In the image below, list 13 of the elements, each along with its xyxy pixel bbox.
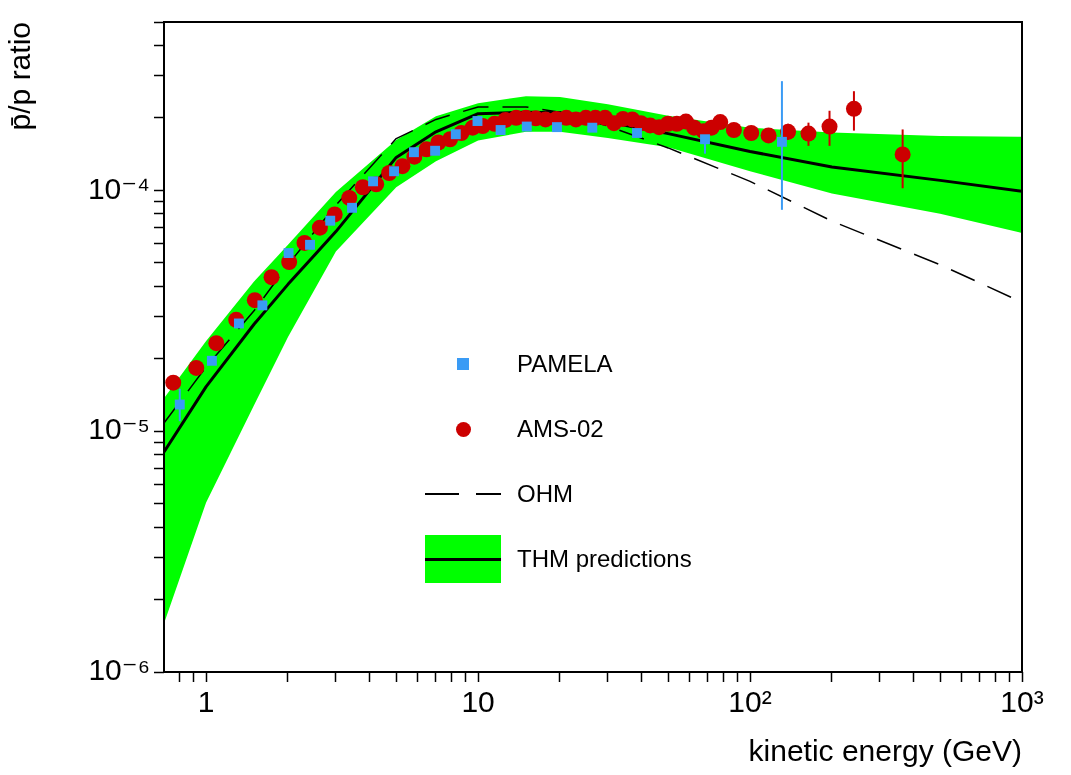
y-tick-label: 10⁻⁴ [87, 171, 150, 205]
legend-label: PAMELA [517, 350, 613, 378]
y-axis-title: p̄/p ratio [3, 22, 37, 131]
x-tick-label: 1 [197, 685, 215, 719]
x-axis-title: kinetic energy (GeV) [748, 734, 1022, 768]
x-tick-label: 10² [728, 685, 772, 719]
legend-label: OHM [517, 480, 573, 508]
x-tick-label: 10 [461, 685, 495, 719]
y-tick-label: 10⁻⁵ [88, 412, 150, 446]
y-tick-label: 10⁻⁶ [88, 653, 150, 687]
legend-label: AMS-02 [517, 415, 604, 443]
legend-label: THM predictions [517, 545, 692, 573]
x-tick-label: 10³ [1000, 685, 1044, 719]
